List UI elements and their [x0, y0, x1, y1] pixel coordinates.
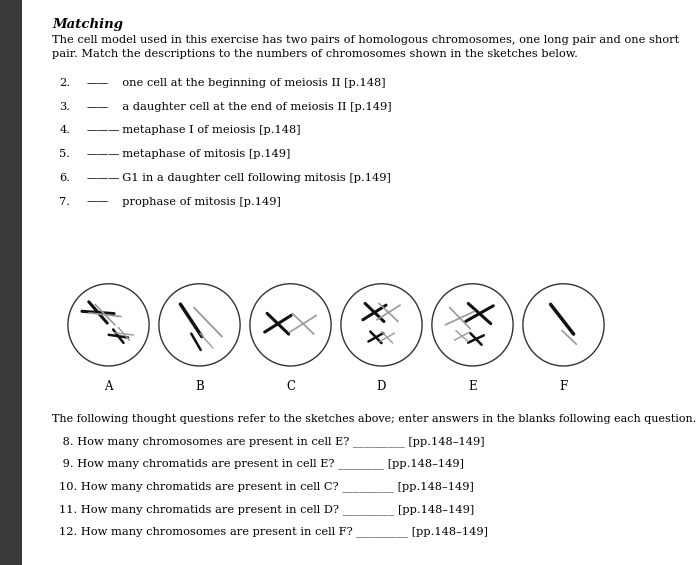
Text: one cell at the beginning of meiosis II [p.148]: one cell at the beginning of meiosis II …: [116, 78, 386, 88]
Text: A: A: [104, 380, 113, 393]
Text: a daughter cell at the end of meiosis II [p.149]: a daughter cell at the end of meiosis II…: [116, 102, 392, 112]
Text: B: B: [195, 380, 204, 393]
Text: ——: ——: [86, 102, 108, 112]
Text: 12. How many chromosomes are present in cell F? _________ [pp.148–149]: 12. How many chromosomes are present in …: [60, 527, 489, 537]
Bar: [0, 0, 22, 565]
Text: ——: ——: [86, 78, 108, 88]
Text: 10. How many chromatids are present in cell C? _________ [pp.148–149]: 10. How many chromatids are present in c…: [60, 481, 475, 492]
Text: ———: ———: [86, 173, 120, 183]
Text: C: C: [286, 380, 295, 393]
Text: 8. How many chromosomes are present in cell E? _________ [pp.148–149]: 8. How many chromosomes are present in c…: [60, 436, 485, 447]
Text: E: E: [468, 380, 477, 393]
Text: metaphase of mitosis [p.149]: metaphase of mitosis [p.149]: [116, 149, 291, 159]
Text: G1 in a daughter cell following mitosis [p.149]: G1 in a daughter cell following mitosis …: [116, 173, 391, 183]
Text: ———: ———: [86, 149, 120, 159]
Text: Matching: Matching: [52, 18, 123, 31]
Text: 11. How many chromatids are present in cell D? _________ [pp.148–149]: 11. How many chromatids are present in c…: [60, 504, 475, 515]
Text: metaphase I of meiosis [p.148]: metaphase I of meiosis [p.148]: [116, 125, 301, 136]
Text: 6.: 6.: [60, 173, 71, 183]
Text: prophase of mitosis [p.149]: prophase of mitosis [p.149]: [116, 197, 281, 207]
Text: F: F: [559, 380, 568, 393]
Text: The cell model used in this exercise has two pairs of homologous chromosomes, on: The cell model used in this exercise has…: [52, 35, 680, 59]
Text: 9. How many chromatids are present in cell E? ________ [pp.148–149]: 9. How many chromatids are present in ce…: [60, 459, 465, 470]
Text: 5.: 5.: [60, 149, 71, 159]
Text: 3.: 3.: [60, 102, 71, 112]
Text: ——: ——: [86, 197, 108, 207]
Text: 4.: 4.: [60, 125, 71, 136]
Text: D: D: [377, 380, 386, 393]
Text: The following thought questions refer to the sketches above; enter answers in th: The following thought questions refer to…: [52, 414, 696, 424]
Text: 7.: 7.: [60, 197, 71, 207]
Text: 2.: 2.: [60, 78, 71, 88]
Text: ———: ———: [86, 125, 120, 136]
